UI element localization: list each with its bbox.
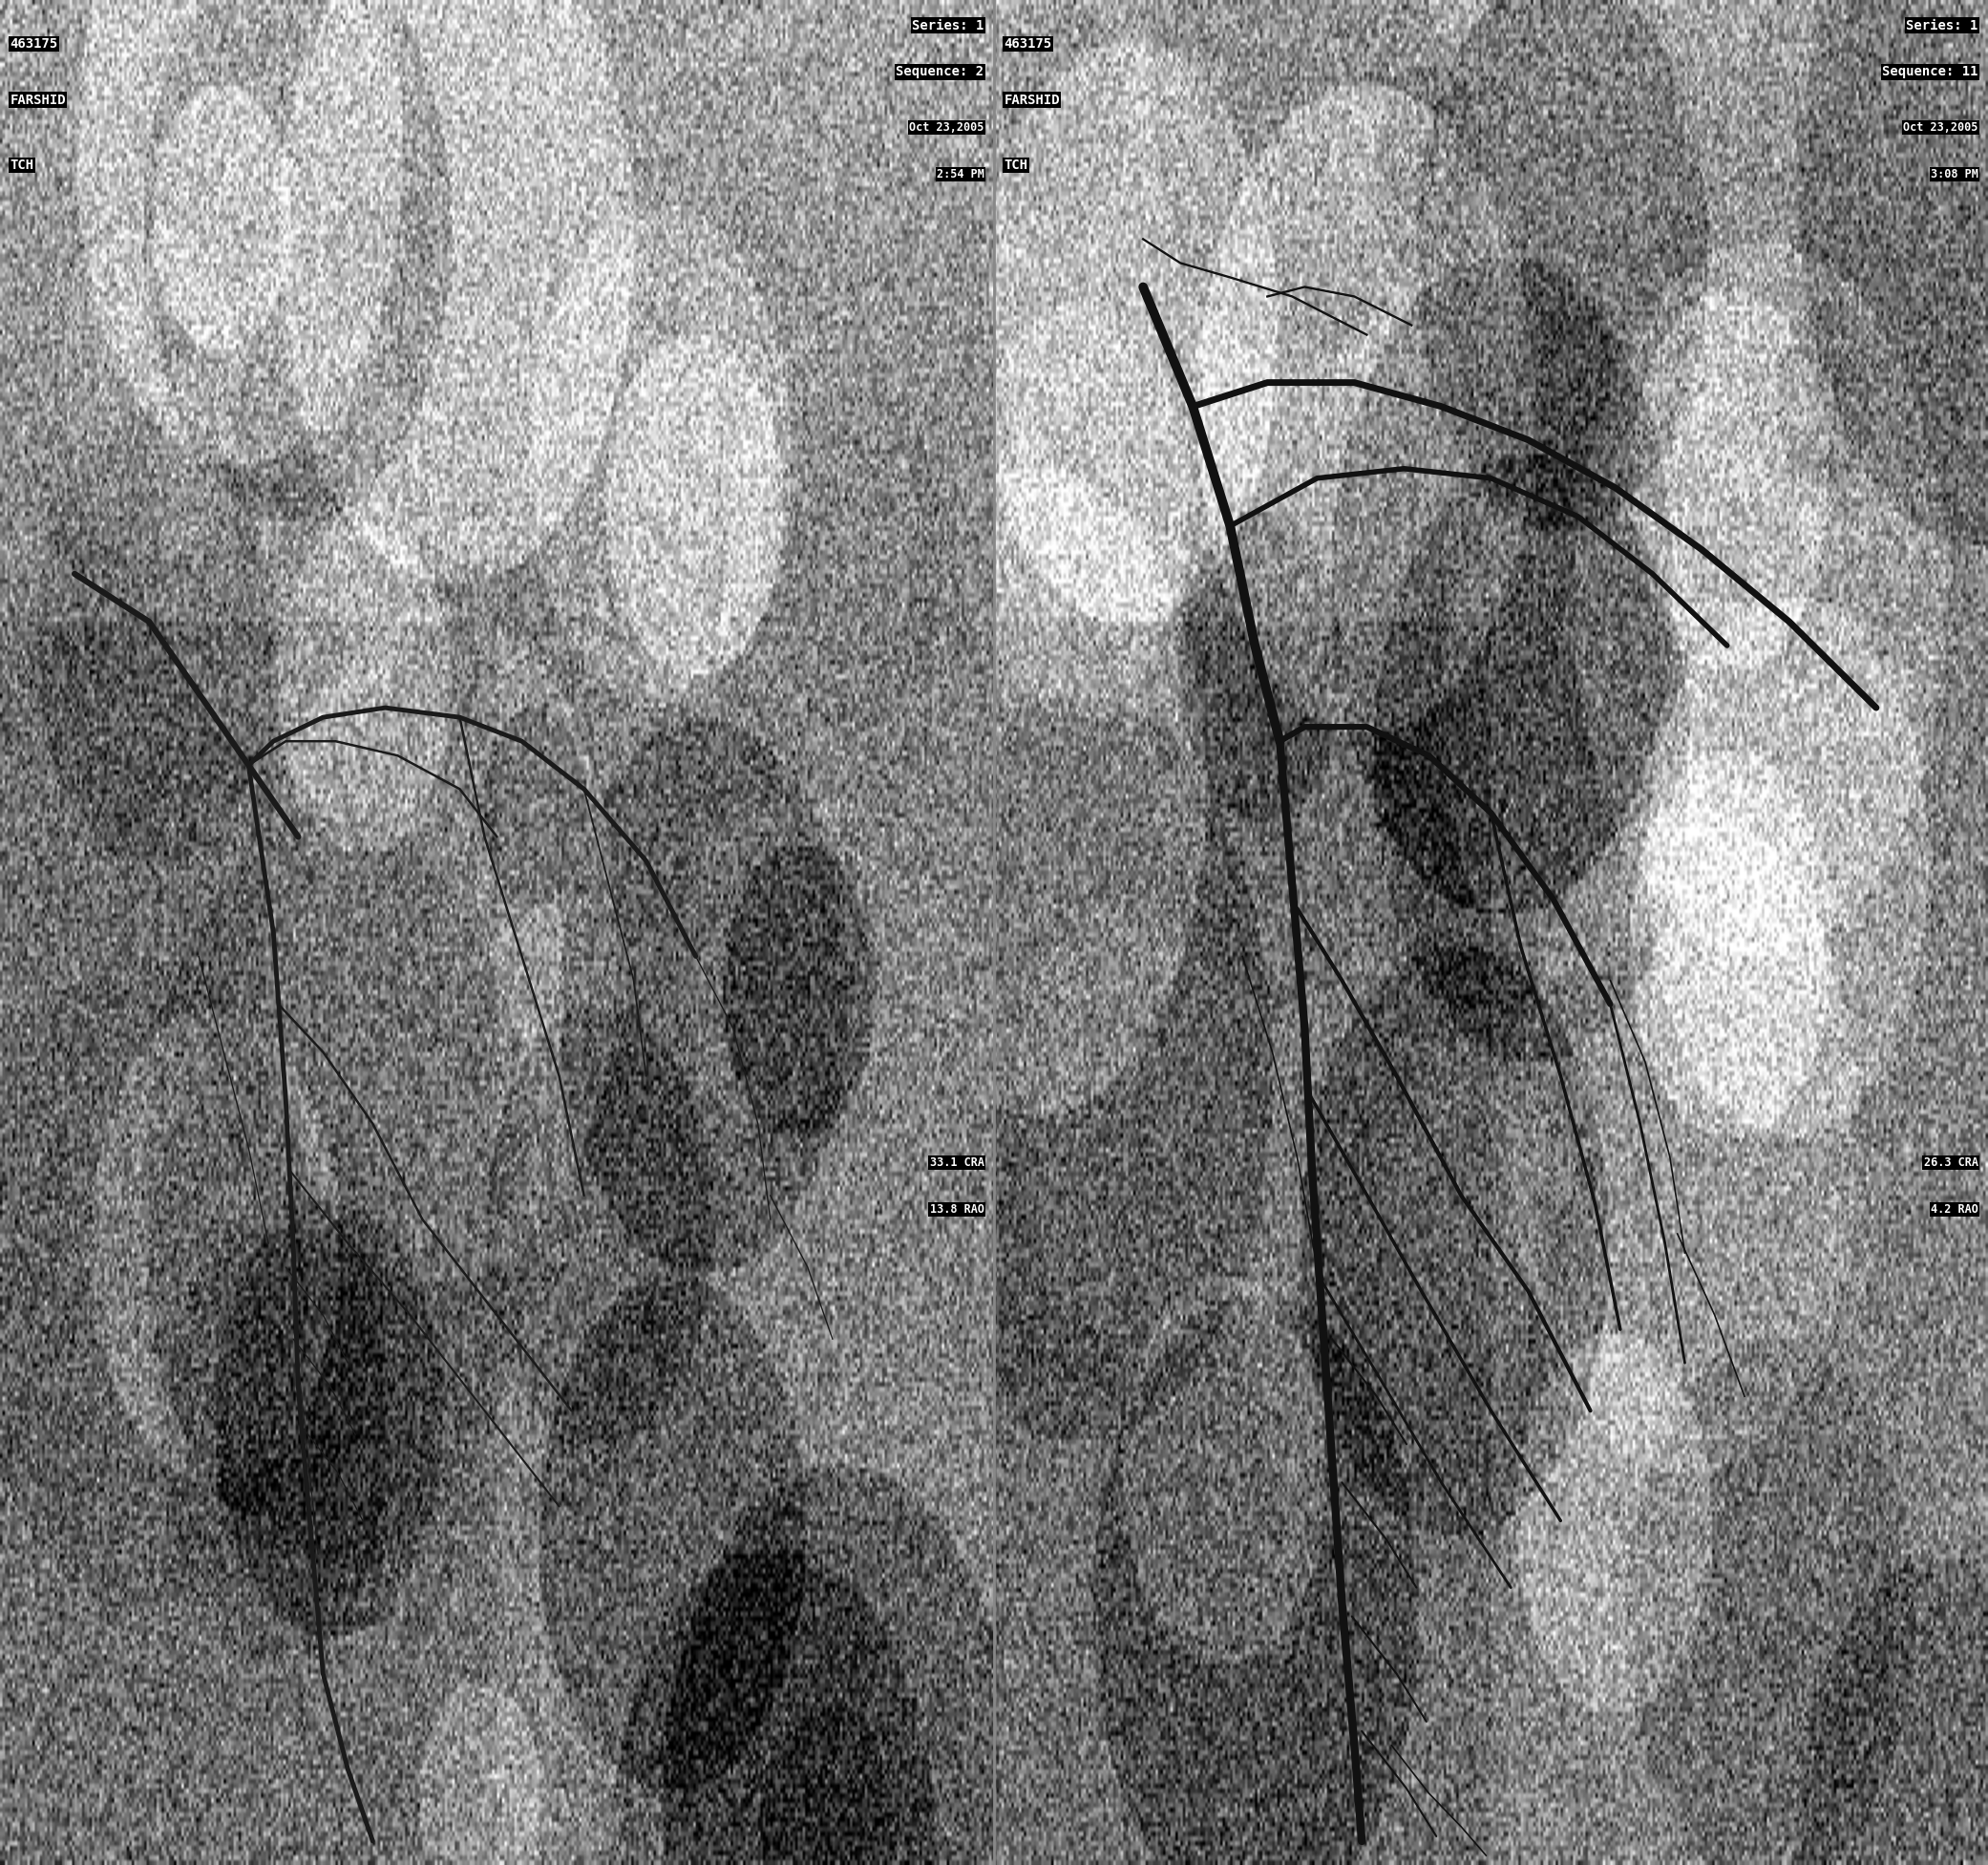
- Text: Sequence: 11: Sequence: 11: [1883, 65, 1978, 78]
- Text: FARSHID: FARSHID: [1004, 93, 1060, 106]
- Text: Oct 23,2005: Oct 23,2005: [909, 121, 984, 134]
- Text: FARSHID: FARSHID: [10, 93, 66, 106]
- Text: Series: 1: Series: 1: [912, 19, 984, 32]
- Text: 463175: 463175: [10, 37, 58, 50]
- Text: Oct 23,2005: Oct 23,2005: [1903, 121, 1978, 134]
- Text: 2:54 PM: 2:54 PM: [936, 168, 984, 181]
- Text: 33.1 CRA: 33.1 CRA: [930, 1156, 984, 1169]
- Text: TCH: TCH: [10, 159, 34, 172]
- Text: TCH: TCH: [1004, 159, 1028, 172]
- Text: 26.3 CRA: 26.3 CRA: [1924, 1156, 1978, 1169]
- Text: 4.2 RAO: 4.2 RAO: [1930, 1203, 1978, 1216]
- Text: Sequence: 2: Sequence: 2: [897, 65, 984, 78]
- Text: 3:08 PM: 3:08 PM: [1930, 168, 1978, 181]
- Text: Series: 1: Series: 1: [1906, 19, 1978, 32]
- Text: 13.8 RAO: 13.8 RAO: [930, 1203, 984, 1216]
- Text: 463175: 463175: [1004, 37, 1052, 50]
